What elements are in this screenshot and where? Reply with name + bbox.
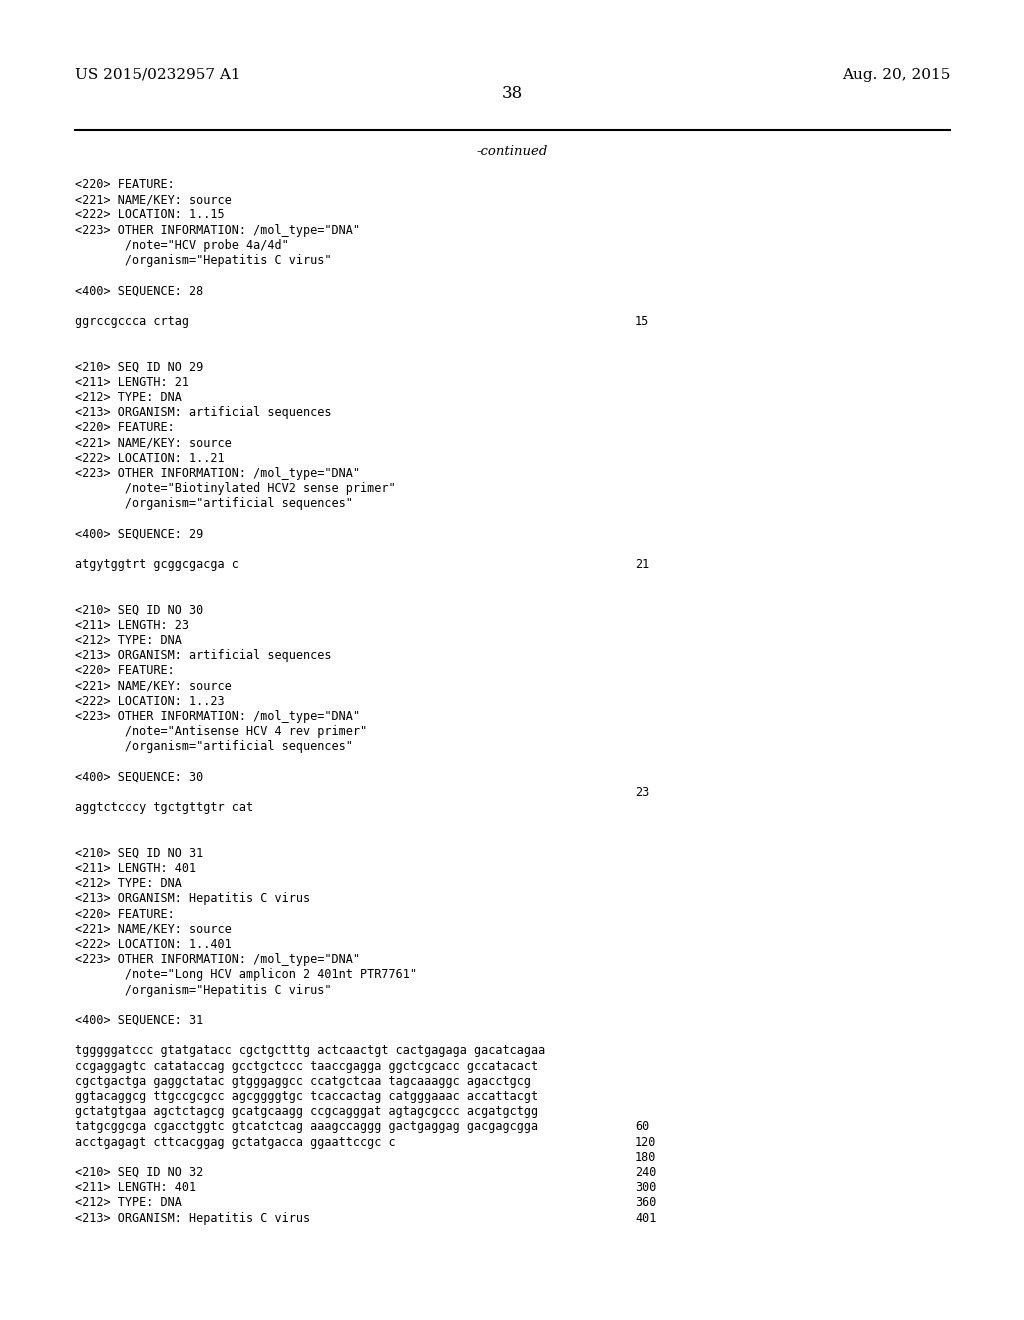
Text: atgytggtrt gcggcgacga c: atgytggtrt gcggcgacga c xyxy=(75,558,239,572)
Text: <213> ORGANISM: Hepatitis C virus: <213> ORGANISM: Hepatitis C virus xyxy=(75,892,310,906)
Text: <220> FEATURE:: <220> FEATURE: xyxy=(75,178,175,191)
Text: 240: 240 xyxy=(635,1166,656,1179)
Text: <222> LOCATION: 1..23: <222> LOCATION: 1..23 xyxy=(75,694,224,708)
Text: <221> NAME/KEY: source: <221> NAME/KEY: source xyxy=(75,680,231,693)
Text: <220> FEATURE:: <220> FEATURE: xyxy=(75,664,175,677)
Text: <223> OTHER INFORMATION: /mol_type="DNA": <223> OTHER INFORMATION: /mol_type="DNA" xyxy=(75,953,360,966)
Text: 180: 180 xyxy=(635,1151,656,1164)
Text: /note="Long HCV amplicon 2 401nt PTR7761": /note="Long HCV amplicon 2 401nt PTR7761… xyxy=(75,969,417,981)
Text: /organism="artificial sequences": /organism="artificial sequences" xyxy=(75,741,353,754)
Text: <213> ORGANISM: artificial sequences: <213> ORGANISM: artificial sequences xyxy=(75,407,332,418)
Text: cgctgactga gaggctatac gtgggaggcc ccatgctcaa tagcaaaggc agacctgcg: cgctgactga gaggctatac gtgggaggcc ccatgct… xyxy=(75,1074,531,1088)
Text: <400> SEQUENCE: 30: <400> SEQUENCE: 30 xyxy=(75,771,203,784)
Text: <212> TYPE: DNA: <212> TYPE: DNA xyxy=(75,391,182,404)
Text: <223> OTHER INFORMATION: /mol_type="DNA": <223> OTHER INFORMATION: /mol_type="DNA" xyxy=(75,223,360,236)
Text: <212> TYPE: DNA: <212> TYPE: DNA xyxy=(75,634,182,647)
Text: 60: 60 xyxy=(635,1121,649,1134)
Text: <220> FEATURE:: <220> FEATURE: xyxy=(75,421,175,434)
Text: /organism="Hepatitis C virus": /organism="Hepatitis C virus" xyxy=(75,253,332,267)
Text: Aug. 20, 2015: Aug. 20, 2015 xyxy=(842,69,950,82)
Text: -continued: -continued xyxy=(476,145,548,158)
Text: <213> ORGANISM: artificial sequences: <213> ORGANISM: artificial sequences xyxy=(75,649,332,663)
Text: <211> LENGTH: 401: <211> LENGTH: 401 xyxy=(75,862,197,875)
Text: <210> SEQ ID NO 29: <210> SEQ ID NO 29 xyxy=(75,360,203,374)
Text: 38: 38 xyxy=(502,84,522,102)
Text: <400> SEQUENCE: 29: <400> SEQUENCE: 29 xyxy=(75,528,203,541)
Text: ggtacaggcg ttgccgcgcc agcggggtgc tcaccactag catgggaaac accattacgt: ggtacaggcg ttgccgcgcc agcggggtgc tcaccac… xyxy=(75,1090,539,1104)
Text: <210> SEQ ID NO 30: <210> SEQ ID NO 30 xyxy=(75,603,203,616)
Text: <220> FEATURE:: <220> FEATURE: xyxy=(75,908,175,920)
Text: <221> NAME/KEY: source: <221> NAME/KEY: source xyxy=(75,437,231,449)
Text: 15: 15 xyxy=(635,314,649,327)
Text: <221> NAME/KEY: source: <221> NAME/KEY: source xyxy=(75,193,231,206)
Text: <400> SEQUENCE: 31: <400> SEQUENCE: 31 xyxy=(75,1014,203,1027)
Text: /note="HCV probe 4a/4d": /note="HCV probe 4a/4d" xyxy=(75,239,289,252)
Text: 120: 120 xyxy=(635,1135,656,1148)
Text: <222> LOCATION: 1..15: <222> LOCATION: 1..15 xyxy=(75,209,224,222)
Text: gctatgtgaa agctctagcg gcatgcaagg ccgcagggat agtagcgccc acgatgctgg: gctatgtgaa agctctagcg gcatgcaagg ccgcagg… xyxy=(75,1105,539,1118)
Text: <223> OTHER INFORMATION: /mol_type="DNA": <223> OTHER INFORMATION: /mol_type="DNA" xyxy=(75,710,360,723)
Text: /organism="artificial sequences": /organism="artificial sequences" xyxy=(75,498,353,511)
Text: <211> LENGTH: 21: <211> LENGTH: 21 xyxy=(75,376,189,388)
Text: 360: 360 xyxy=(635,1196,656,1209)
Text: tgggggatccc gtatgatacc cgctgctttg actcaactgt cactgagaga gacatcagaa: tgggggatccc gtatgatacc cgctgctttg actcaa… xyxy=(75,1044,545,1057)
Text: <210> SEQ ID NO 31: <210> SEQ ID NO 31 xyxy=(75,847,203,859)
Text: ccgaggagtc catataccag gcctgctccc taaccgagga ggctcgcacc gccatacact: ccgaggagtc catataccag gcctgctccc taaccga… xyxy=(75,1060,539,1073)
Text: <221> NAME/KEY: source: <221> NAME/KEY: source xyxy=(75,923,231,936)
Text: tatgcggcga cgacctggtc gtcatctcag aaagccaggg gactgaggag gacgagcgga: tatgcggcga cgacctggtc gtcatctcag aaagcca… xyxy=(75,1121,539,1134)
Text: acctgagagt cttcacggag gctatgacca ggaattccgc c: acctgagagt cttcacggag gctatgacca ggaattc… xyxy=(75,1135,395,1148)
Text: <212> TYPE: DNA: <212> TYPE: DNA xyxy=(75,878,182,890)
Text: <211> LENGTH: 23: <211> LENGTH: 23 xyxy=(75,619,189,632)
Text: 23: 23 xyxy=(635,785,649,799)
Text: <400> SEQUENCE: 28: <400> SEQUENCE: 28 xyxy=(75,284,203,297)
Text: /note="Biotinylated HCV2 sense primer": /note="Biotinylated HCV2 sense primer" xyxy=(75,482,395,495)
Text: /note="Antisense HCV 4 rev primer": /note="Antisense HCV 4 rev primer" xyxy=(75,725,368,738)
Text: <211> LENGTH: 401: <211> LENGTH: 401 xyxy=(75,1181,197,1195)
Text: <213> ORGANISM: Hepatitis C virus: <213> ORGANISM: Hepatitis C virus xyxy=(75,1212,310,1225)
Text: 401: 401 xyxy=(635,1212,656,1225)
Text: US 2015/0232957 A1: US 2015/0232957 A1 xyxy=(75,69,241,82)
Text: <223> OTHER INFORMATION: /mol_type="DNA": <223> OTHER INFORMATION: /mol_type="DNA" xyxy=(75,467,360,479)
Text: 300: 300 xyxy=(635,1181,656,1195)
Text: aggtctcccy tgctgttgtr cat: aggtctcccy tgctgttgtr cat xyxy=(75,801,253,814)
Text: <222> LOCATION: 1..21: <222> LOCATION: 1..21 xyxy=(75,451,224,465)
Text: <212> TYPE: DNA: <212> TYPE: DNA xyxy=(75,1196,182,1209)
Text: /organism="Hepatitis C virus": /organism="Hepatitis C virus" xyxy=(75,983,332,997)
Text: <210> SEQ ID NO 32: <210> SEQ ID NO 32 xyxy=(75,1166,203,1179)
Text: ggrccgccca crtag: ggrccgccca crtag xyxy=(75,314,189,327)
Text: 21: 21 xyxy=(635,558,649,572)
Text: <222> LOCATION: 1..401: <222> LOCATION: 1..401 xyxy=(75,939,231,950)
